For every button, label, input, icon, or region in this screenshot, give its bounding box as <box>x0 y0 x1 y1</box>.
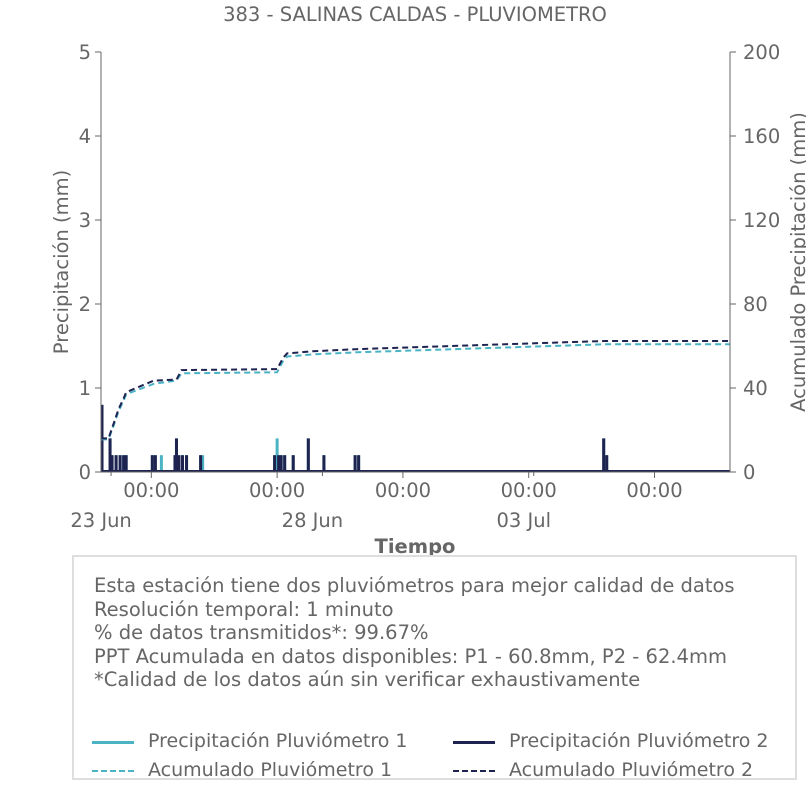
x-tick-label: 00:00 <box>626 479 682 502</box>
acc-line-p2 <box>101 340 730 440</box>
p2-bar <box>118 455 122 472</box>
y-tick-label: 3 <box>79 209 91 232</box>
y-tick-label: 4 <box>79 125 91 148</box>
p2-bar <box>273 455 277 472</box>
info-line: PPT Acumulada en datos disponibles: P1 -… <box>94 644 727 668</box>
p1-bar <box>275 438 279 472</box>
legend-label-p1: Precipitación Pluviómetro 1 <box>148 730 408 752</box>
p2-bar <box>174 438 178 472</box>
x-axis: 00:00 00:00 00:00 00:00 00:00 23 Jun 28 Jun 03 … <box>70 472 683 532</box>
p1-bar <box>159 455 163 472</box>
y2-tick-label: 120 <box>743 209 780 232</box>
p2-bar <box>283 455 287 472</box>
p2-bar <box>177 455 181 472</box>
x-tick-label: 00:00 <box>501 479 557 502</box>
p2-bar <box>114 455 118 472</box>
y-axis-left: 0 1 2 3 4 5 <box>79 41 101 484</box>
p2-bar <box>602 438 606 472</box>
p2-bar <box>322 455 326 472</box>
legend-label-p2: Precipitación Pluviómetro 2 <box>509 730 769 752</box>
series-p1-bars <box>100 438 730 472</box>
info-line: % de datos transmitidos*: 99.67% <box>94 621 429 644</box>
p2-bar <box>605 455 609 472</box>
y-axis-right: 0 40 80 120 160 200 <box>730 41 780 484</box>
y2-tick-label: 0 <box>743 461 755 484</box>
legend-label-acc1: Acumulado Pluviómetro 1 <box>148 759 393 781</box>
p2-bar <box>110 455 114 472</box>
x-tick-label: 00:00 <box>249 479 305 502</box>
p2-bar <box>150 455 154 472</box>
info-text: Esta estación tiene dos pluviómetros par… <box>94 574 735 692</box>
p2-bar <box>353 455 357 472</box>
chart-title: 383 - SALINAS CALDAS - PLUVIOMETRO <box>223 3 607 26</box>
x-date-label: 28 Jun <box>282 509 343 532</box>
p1-bar <box>201 455 205 472</box>
p2-bar <box>306 438 310 472</box>
x-tick-label: 00:00 <box>123 479 179 502</box>
x-axis-label: Tiempo <box>375 535 456 558</box>
y2-tick-label: 80 <box>743 293 768 316</box>
y-axis-label: Precipitación (mm) <box>50 170 73 354</box>
y2-axis-label: Acumulado Precipitación (mm) <box>787 112 806 412</box>
legend-swatch-acc1 <box>92 770 134 772</box>
p2-bar <box>357 455 361 472</box>
x-date-label: 03 Jul <box>496 509 551 532</box>
y2-tick-label: 40 <box>743 377 768 400</box>
p2-bar <box>124 455 128 472</box>
y-tick-label: 5 <box>79 41 91 64</box>
legend-label-acc2: Acumulado Pluviómetro 2 <box>509 759 754 781</box>
y2-tick-label: 160 <box>743 125 780 148</box>
precipitation-chart: 383 - SALINAS CALDAS - PLUVIOMETRO 0 1 2 3 4… <box>50 3 806 558</box>
cumulative-lines <box>101 340 730 441</box>
y-tick-label: 1 <box>79 377 91 400</box>
p2-bar <box>199 455 203 472</box>
x-tick-label: 00:00 <box>375 479 431 502</box>
p2-bar <box>108 438 112 472</box>
legend-swatch-acc2 <box>453 770 495 772</box>
y-tick-label: 2 <box>79 293 91 316</box>
info-line: *Calidad de los datos aún sin verificar … <box>94 668 641 691</box>
info-line: Esta estación tiene dos pluviómetros par… <box>94 574 735 597</box>
acc-line-p1 <box>101 343 730 441</box>
p2-bar <box>185 455 189 472</box>
p2-bar <box>153 455 157 472</box>
p2-bar <box>122 455 126 472</box>
p2-bar <box>173 455 177 472</box>
legend-swatch-p1 <box>92 741 134 744</box>
p2-bar <box>277 455 281 472</box>
p2-bar <box>279 455 283 472</box>
series-p2-bars <box>100 404 730 472</box>
y-tick-label: 0 <box>79 461 91 484</box>
x-date-label: 23 Jun <box>70 509 131 532</box>
legend-swatch-p2 <box>453 741 495 744</box>
info-box: Esta estación tiene dos pluviómetros par… <box>72 555 797 781</box>
p2-bar <box>291 455 295 472</box>
y2-tick-label: 200 <box>743 41 780 64</box>
info-line: Resolución temporal: 1 minuto <box>94 597 394 621</box>
p2-bar <box>181 455 185 472</box>
